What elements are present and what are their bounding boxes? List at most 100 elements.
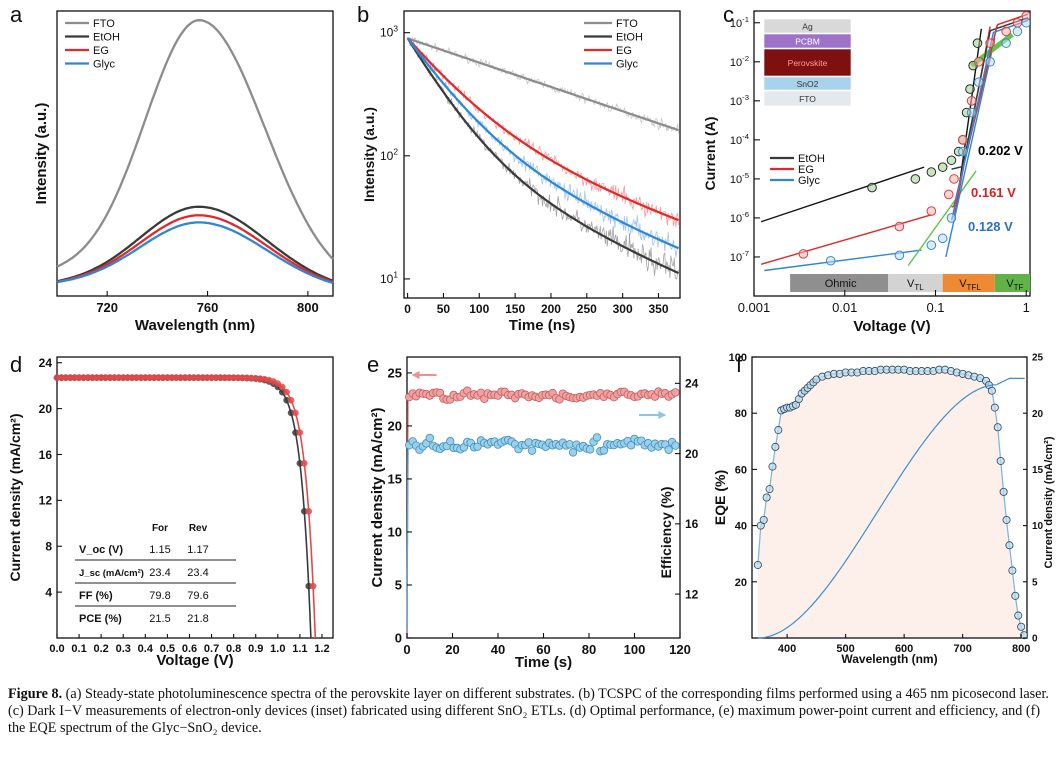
b-xtick-100-label: 100 [469,302,489,316]
e-point-eff-197 [626,441,636,450]
d-point-rev-102 [278,383,286,391]
d-table-row-3-rev: 21.8 [187,613,208,625]
d-table-header-rev: Rev [189,523,208,534]
b-ytick-1-label: 101 [380,270,398,286]
c-point-glyc-8 [985,56,995,67]
b-xtick-300-label: 300 [613,302,633,316]
d-xtick-0.3-label: 0.3 [116,643,131,655]
c-point-eg-8 [985,38,995,48]
e-y2label: Efficiency (%) [658,487,674,579]
c-point-etoh-2 [926,167,937,177]
c-point-eg-5 [958,135,968,145]
b-xlabel: Time (ns) [509,317,575,334]
d-xtick-0.9-label: 0.9 [248,643,263,655]
caption-b: (b) TCSPC of the corresponding films per… [578,686,1049,702]
e-ytick-25-label: 25 [388,366,402,381]
c-inset-layer-3 [763,76,852,91]
d-point-rev-106 [287,396,295,404]
e-y2tick-24-label: 24 [685,377,699,391]
d-point-rev-112 [300,460,308,467]
d-point-rev-100 [274,380,282,387]
c-region-0 [790,274,889,292]
e-xtick-0-label: 0 [403,642,410,657]
d-table-row-0-label: V_oc (V) [79,544,123,556]
f-y2tick-5-label: 5 [1032,577,1038,588]
c-point-etoh-10 [972,38,983,48]
c-point-glyc-3 [937,233,948,244]
e-point-eff-107 [524,438,533,447]
c-legend-eg-label: EG [798,164,814,176]
f-xtick-500-label: 500 [836,643,854,655]
e-ytick-5-label: 5 [395,578,402,593]
c-legend-glyc-label: Glyc [798,175,821,187]
f-ytick-20-label: 20 [735,577,747,589]
d-point-rev-108 [292,409,299,417]
d-ytick-4-label: 4 [45,585,52,599]
b-legend-etoh-label: EtOH [616,32,643,44]
e-xtick-120-label: 120 [669,642,691,657]
a-xlabel: Wavelength (nm) [135,317,255,334]
f-y2tick-25-label: 25 [1032,353,1044,364]
c-point-eg-7 [973,56,984,67]
c-region-3 [994,274,1030,292]
f-point-eqe-5 [768,462,777,471]
plot-b-frame [403,10,681,299]
c-inset-layer-2 [763,48,852,77]
d-point-rev-104 [283,388,290,396]
f-point-eqe-61 [1017,622,1026,631]
d-ytick-24-label: 24 [39,356,53,370]
f-xlabel: Wavelength (nm) [841,652,937,666]
series-f-jint-line [757,377,1025,639]
plot-c-content: Ohmic VTL VTFL VTF [760,11,1030,292]
e-y2tick-20-label: 20 [685,447,699,461]
e-y2tick-12-label: 12 [685,587,699,601]
b-xtick-0-label: 0 [404,302,411,316]
e-ytick-15-label: 15 [388,472,402,487]
c-ylabel: Current (A) [702,117,718,191]
c-point-glyc-1 [894,250,905,261]
c-point-eg-10 [1012,17,1023,28]
b-xtick-350-label: 350 [648,302,668,316]
f-point-eqe-53 [993,423,1002,432]
c-ytick--1-label: 10-1 [730,15,749,30]
c-point-glyc-5 [958,146,968,157]
e-xtick-40-label: 40 [491,642,505,657]
b-ytick-2-label: 102 [380,146,398,162]
d-table-row-2-for: 79.8 [149,590,170,602]
d-table-row-3-label: PCE (%) [79,613,122,625]
b-ytick-3-label: 103 [380,23,398,39]
e-point-eff-20 [425,433,434,443]
figure-caption: Figure 8. (a) Steady-state photoluminesc… [8,686,1056,737]
c-point-eg-6 [966,96,977,106]
c-point-glyc-6 [966,107,977,118]
d-xtick-0.6-label: 0.6 [182,643,197,655]
c-point-etoh-8 [965,84,975,94]
f-xtick-800-label: 800 [1012,643,1030,655]
e-rise-eff [406,444,409,630]
c-fit-line-1 [760,214,932,265]
series-a-etoh [56,205,334,283]
f-point-eqe-2 [759,515,768,524]
d-table-row-2-rev: 79.6 [187,590,208,602]
plot-b-traces [406,37,680,280]
series-b-etoh-fit [406,37,680,275]
f-eqe-area [757,369,1025,638]
a-xtick-800-label: 800 [297,300,319,315]
c-region-label-3: VTF [1006,278,1023,292]
f-point-eqe-0 [753,560,762,569]
c-point-etoh-1 [910,174,921,184]
e-arrow-right-head [658,410,667,419]
e-ylabel: Current density (mA/cm²) [369,407,386,587]
c-inset-layer-label-3: SnO2 [797,79,819,89]
a-legend-etoh-label: EtOH [93,32,120,44]
caption-a: (a) Steady-state photoluminescence spect… [65,686,575,702]
c-xtick-1-label: 1 [1023,300,1030,315]
c-point-glyc-11 [1021,17,1030,28]
f-ytick-60-label: 60 [735,464,747,476]
e-xtick-100-label: 100 [624,642,646,657]
f-point-eqe-60 [1014,611,1023,620]
b-ylabel: Intensity (a.u.) [361,107,377,202]
caption-label: Figure 8. [8,686,63,702]
c-point-glyc-9 [1001,38,1011,48]
